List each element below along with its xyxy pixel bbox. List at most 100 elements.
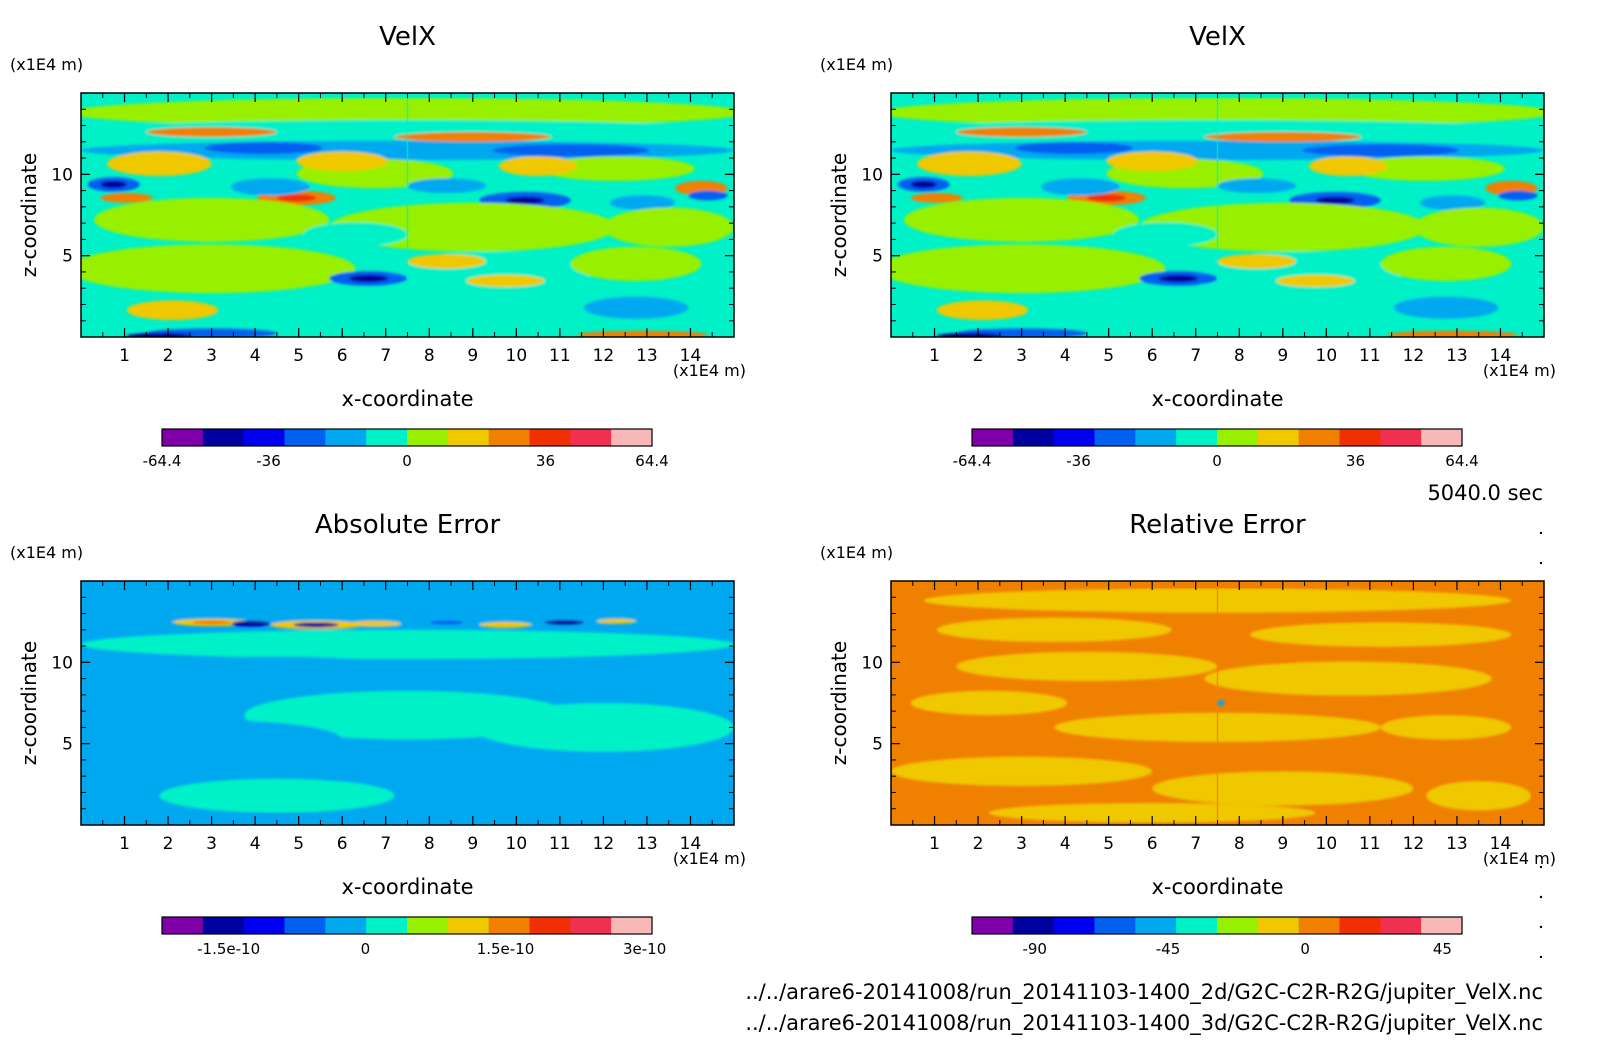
field-region	[688, 190, 728, 201]
colorbar-swatch	[447, 429, 490, 446]
x-tick-label: 9	[467, 346, 478, 366]
colorbar-swatch	[1421, 917, 1463, 934]
field-region	[1217, 178, 1296, 194]
field-region	[1380, 715, 1512, 740]
x-tick-label: 3	[1016, 346, 1027, 366]
field-region	[276, 194, 317, 202]
field-region	[440, 661, 702, 686]
x-tick-label: 2	[163, 346, 174, 366]
field-region	[293, 622, 339, 628]
field-region	[891, 756, 1153, 786]
x-tick-label: 11	[549, 834, 571, 854]
field-region	[917, 151, 1022, 176]
x-tick-label: 8	[1234, 834, 1245, 854]
field-region	[1426, 781, 1531, 811]
x-tick-label: 5	[293, 834, 304, 854]
field-region	[81, 720, 343, 760]
colorbar-tick-label: -36	[1066, 452, 1091, 470]
colorbar-tick-label: 3e-10	[623, 940, 666, 958]
colorbar-swatch	[1257, 429, 1300, 446]
y-tick-label: 10	[861, 165, 883, 185]
chart-panel: VelX(x1E4 m)1 2 3 4 5 6 7 8 9 10 11 12 13 14510(x1E4 …	[820, 22, 1556, 470]
colorbar-swatch	[1176, 429, 1218, 446]
colorbar-tick-label: 0	[1212, 452, 1222, 470]
colorbar-swatch	[202, 917, 245, 934]
x-tick-label: 8	[424, 346, 435, 366]
x-tick-label: 11	[549, 346, 571, 366]
x-tick-label: 10	[506, 834, 528, 854]
margin-dot	[1539, 895, 1543, 899]
y-axis-unit: (x1E4 m)	[10, 543, 83, 562]
field-region	[192, 620, 232, 625]
x-axis-label: x-coordinate	[341, 387, 473, 411]
colorbar-swatch	[162, 429, 204, 446]
colorbar: -64.4 -36 0 36 64.4	[143, 428, 669, 470]
colorbar-swatch	[407, 429, 449, 446]
field-region	[498, 156, 578, 176]
x-tick-label: 1	[119, 346, 130, 366]
colorbar-swatch	[1135, 917, 1177, 934]
colorbar-swatch	[243, 917, 285, 934]
chart-title: VelX	[379, 22, 436, 52]
colorbar-frame	[161, 916, 653, 935]
field-region	[81, 629, 734, 660]
x-tick-label: 13	[636, 834, 658, 854]
x-tick-label: 7	[1190, 346, 1201, 366]
y-tick-label: 5	[872, 247, 883, 267]
colorbar-tick-label: 64.4	[635, 452, 668, 470]
colorbar-swatch	[570, 917, 612, 934]
x-tick-label: 3	[206, 834, 217, 854]
colorbar-tick-label: -64.4	[143, 452, 182, 470]
field-region	[231, 620, 271, 627]
y-axis-label: z-coordinate	[827, 153, 851, 277]
y-tick-label: 10	[51, 165, 73, 185]
x-tick-label: 8	[424, 834, 435, 854]
colorbar-tick-label: 64.4	[1445, 452, 1478, 470]
x-axis-label: x-coordinate	[1151, 875, 1283, 899]
colorbar-swatch	[162, 917, 204, 934]
x-axis-unit: (x1E4 m)	[673, 849, 746, 868]
field-region	[1276, 274, 1355, 287]
chart-panel: Relative Error(x1E4 m)1 2 3 4 5 6 7 8 9 10 11 12 13 1…	[820, 510, 1556, 958]
x-tick-label: 13	[1446, 834, 1468, 854]
colorbar-frame	[161, 428, 653, 447]
x-tick-label: 2	[163, 834, 174, 854]
field-region	[100, 180, 127, 189]
y-tick-label: 5	[62, 247, 73, 267]
colorbar-tick-label: 0	[361, 940, 371, 958]
field-region	[1348, 156, 1505, 181]
file-path-2d: ../../arare6-20141008/run_20141103-1400_…	[745, 980, 1543, 1005]
field-region	[544, 620, 584, 625]
time-label: 5040.0 sec	[1427, 481, 1543, 505]
colorbar-swatch	[570, 429, 612, 446]
colorbar-tick-label: -1.5e-10	[197, 940, 260, 958]
field-region	[296, 151, 388, 172]
field-region	[956, 651, 1218, 682]
x-tick-label: 3	[1016, 834, 1027, 854]
x-tick-label: 1	[119, 834, 130, 854]
colorbar-swatch	[1012, 429, 1055, 446]
y-axis-unit: (x1E4 m)	[820, 543, 893, 562]
field-region	[603, 207, 734, 247]
colorbar-tick-label: 45	[1433, 940, 1452, 958]
x-tick-label: 10	[1316, 346, 1338, 366]
x-tick-label: 3	[206, 346, 217, 366]
y-tick-label: 10	[51, 653, 73, 673]
colorbar-swatch	[366, 429, 408, 446]
x-tick-label: 9	[1277, 346, 1288, 366]
y-axis-label: z-coordinate	[827, 641, 851, 765]
x-axis-label: x-coordinate	[1151, 387, 1283, 411]
field-region	[146, 127, 277, 137]
colorbar-swatch	[243, 429, 285, 446]
field-region	[1113, 222, 1218, 247]
x-tick-label: 5	[1103, 834, 1114, 854]
field-region	[1315, 196, 1355, 205]
field-region	[479, 621, 532, 628]
colorbar-swatch	[284, 917, 326, 934]
field-region	[1015, 141, 1133, 154]
x-axis-unit: (x1E4 m)	[673, 361, 746, 380]
field-region	[107, 151, 212, 176]
field-region	[1302, 144, 1460, 157]
field-region	[1387, 330, 1518, 337]
field-region	[430, 620, 464, 625]
